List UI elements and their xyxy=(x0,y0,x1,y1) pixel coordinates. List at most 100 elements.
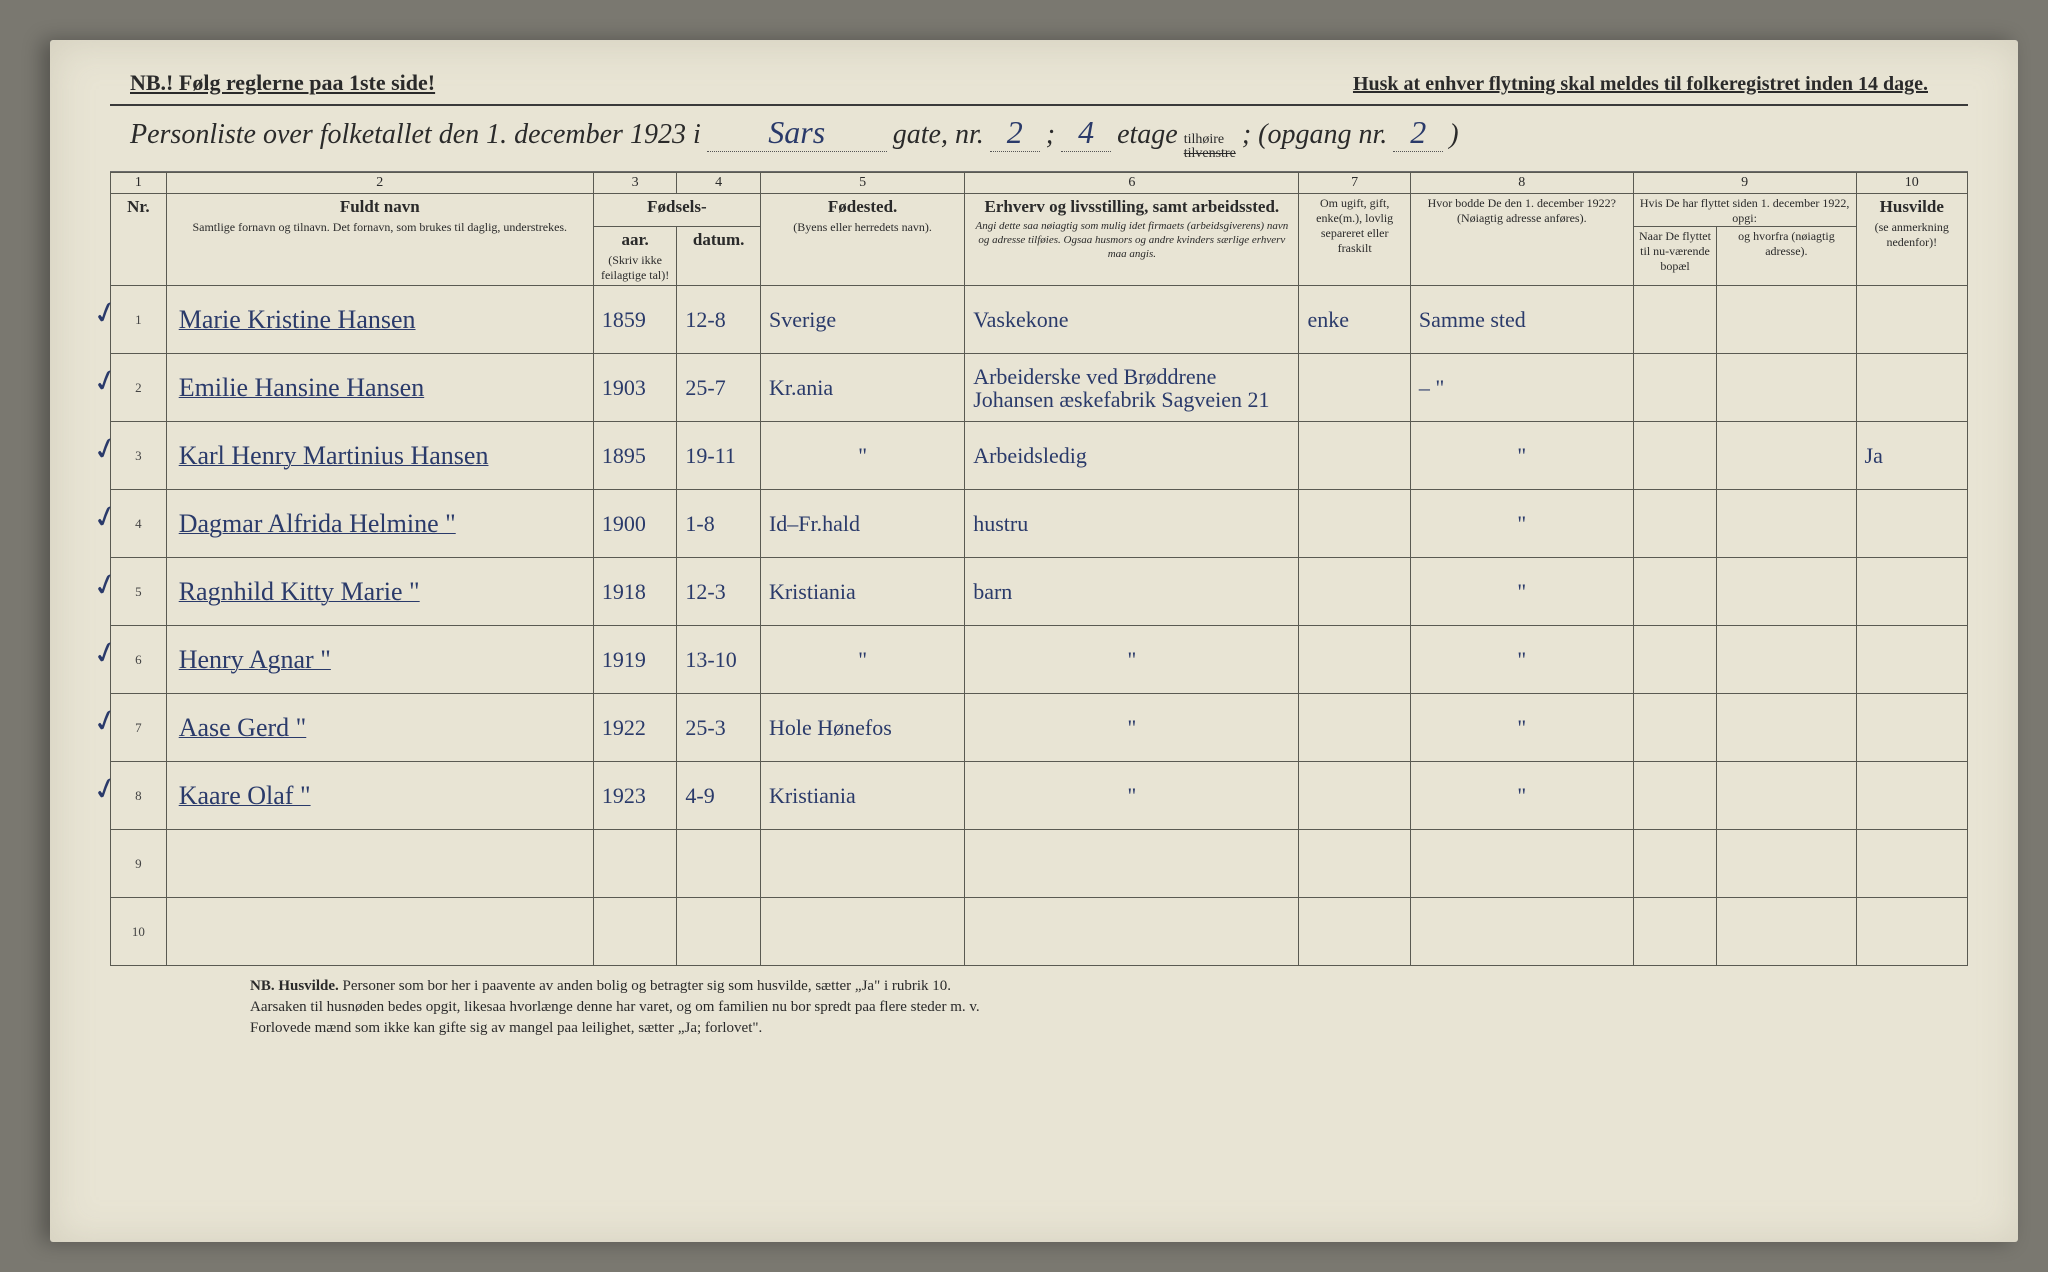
cell: 13-10 xyxy=(677,626,761,694)
cell xyxy=(1633,694,1717,762)
cell: Ja xyxy=(1856,422,1967,490)
h-name: Fuldt navn Samtlige fornavn og tilnavn. … xyxy=(166,194,593,286)
cell: 25-3 xyxy=(677,694,761,762)
table-row: 6✓Henry Agnar "191913-10""" xyxy=(111,626,1968,694)
coln-9: 9 xyxy=(1633,173,1856,194)
cell: Arbeiderske ved Brøddrene Johansen æskef… xyxy=(965,354,1299,422)
cell xyxy=(1299,490,1410,558)
cell xyxy=(1299,762,1410,830)
cell: 8✓ xyxy=(111,762,167,830)
cell: 1-8 xyxy=(677,490,761,558)
table-row: 4✓Dagmar Alfrida Helmine "19001-8Id–Fr.h… xyxy=(111,490,1968,558)
cell: Emilie Hansine Hansen xyxy=(166,354,593,422)
check-mark-icon: ✓ xyxy=(89,430,122,470)
check-mark-icon: ✓ xyxy=(89,362,122,402)
cell xyxy=(760,830,964,898)
check-mark-icon: ✓ xyxy=(89,566,122,606)
cell xyxy=(166,830,593,898)
title-line: Personliste over folketallet den 1. dece… xyxy=(110,104,1968,172)
nb-rule-note: NB.! Følg reglerne paa 1ste side! xyxy=(130,70,435,96)
cell xyxy=(593,898,677,966)
cell xyxy=(965,830,1299,898)
cell xyxy=(1633,898,1717,966)
cell: 5✓ xyxy=(111,558,167,626)
cell: 1900 xyxy=(593,490,677,558)
h-husvilde: Husvilde (se anmerkning nedenfor)! xyxy=(1856,194,1967,286)
cell: " xyxy=(965,626,1299,694)
table-head: 1 2 3 4 5 6 7 8 9 10 Nr. Fuldt navn Samt… xyxy=(111,173,1968,286)
cell xyxy=(677,830,761,898)
h-nr: Nr. xyxy=(111,194,167,286)
table-row: 9 xyxy=(111,830,1968,898)
coln-1: 1 xyxy=(111,173,167,194)
cell xyxy=(1856,286,1967,354)
cell xyxy=(1856,762,1967,830)
cell: Arbeidsledig xyxy=(965,422,1299,490)
cell xyxy=(1299,558,1410,626)
gate-nr: 2 xyxy=(990,114,1040,152)
cell: 1✓ xyxy=(111,286,167,354)
cell xyxy=(1717,762,1856,830)
cell xyxy=(1410,830,1633,898)
check-mark-icon: ✓ xyxy=(89,770,122,810)
check-mark-icon: ✓ xyxy=(89,634,122,674)
cell xyxy=(1717,898,1856,966)
cell xyxy=(1633,830,1717,898)
cell: enke xyxy=(1299,286,1410,354)
cell: 12-8 xyxy=(677,286,761,354)
title-prefix: Personliste over folketallet den 1. dece… xyxy=(130,119,701,151)
etage-nr: 4 xyxy=(1061,114,1111,152)
cell xyxy=(1299,422,1410,490)
cell: 10 xyxy=(111,898,167,966)
cell: 19-11 xyxy=(677,422,761,490)
table-body: 1✓Marie Kristine Hansen185912-8SverigeVa… xyxy=(111,286,1968,966)
cell xyxy=(1633,286,1717,354)
cell: " xyxy=(1410,558,1633,626)
cell: Henry Agnar " xyxy=(166,626,593,694)
gate-label: gate, nr. xyxy=(893,119,984,151)
coln-5: 5 xyxy=(760,173,964,194)
coln-3: 3 xyxy=(593,173,677,194)
cell: 25-7 xyxy=(677,354,761,422)
h-erhverv: Erhverv og livsstilling, samt arbeidsste… xyxy=(965,194,1299,286)
h-fodsels: Fødsels- xyxy=(593,194,760,227)
h-flyttet: Hvis De har flyttet siden 1. december 19… xyxy=(1633,194,1856,227)
cell: " xyxy=(965,694,1299,762)
cell xyxy=(1717,422,1856,490)
h-aar: aar. (Skriv ikke feilagtige tal)! xyxy=(593,227,677,286)
cell: " xyxy=(760,422,964,490)
cell xyxy=(1717,354,1856,422)
cell: 2✓ xyxy=(111,354,167,422)
census-form-page: NB.! Følg reglerne paa 1ste side! Husk a… xyxy=(50,40,2018,1242)
opgang-label: ; (opgang nr. xyxy=(1242,119,1387,151)
check-mark-icon: ✓ xyxy=(89,294,122,334)
cell xyxy=(1299,626,1410,694)
cell: 4-9 xyxy=(677,762,761,830)
check-mark-icon: ✓ xyxy=(89,702,122,742)
cell: " xyxy=(760,626,964,694)
cell xyxy=(1633,626,1717,694)
cell xyxy=(1633,558,1717,626)
cell xyxy=(1633,490,1717,558)
cell xyxy=(1633,762,1717,830)
cell xyxy=(1856,558,1967,626)
table-row: 5✓Ragnhild Kitty Marie "191812-3Kristian… xyxy=(111,558,1968,626)
cell xyxy=(760,898,964,966)
cell: 1919 xyxy=(593,626,677,694)
coln-10: 10 xyxy=(1856,173,1967,194)
cell: Kaare Olaf " xyxy=(166,762,593,830)
cell xyxy=(1717,286,1856,354)
footer-note: NB. Husvilde. Personer som bor her i paa… xyxy=(110,966,1968,1039)
cell: Sverige xyxy=(760,286,964,354)
census-table: 1 2 3 4 5 6 7 8 9 10 Nr. Fuldt navn Samt… xyxy=(110,172,1968,966)
h-datum: datum. xyxy=(677,227,761,286)
cell: 7✓ xyxy=(111,694,167,762)
cell: " xyxy=(1410,490,1633,558)
cell: Karl Henry Martinius Hansen xyxy=(166,422,593,490)
coln-8: 8 xyxy=(1410,173,1633,194)
h-flyt-naar: Naar De flyttet til nu-værende bopæl xyxy=(1633,227,1717,286)
h-flyt-fra: og hvorfra (nøiagtig adresse). xyxy=(1717,227,1856,286)
cell xyxy=(965,898,1299,966)
cell xyxy=(1717,694,1856,762)
cell: " xyxy=(1410,762,1633,830)
